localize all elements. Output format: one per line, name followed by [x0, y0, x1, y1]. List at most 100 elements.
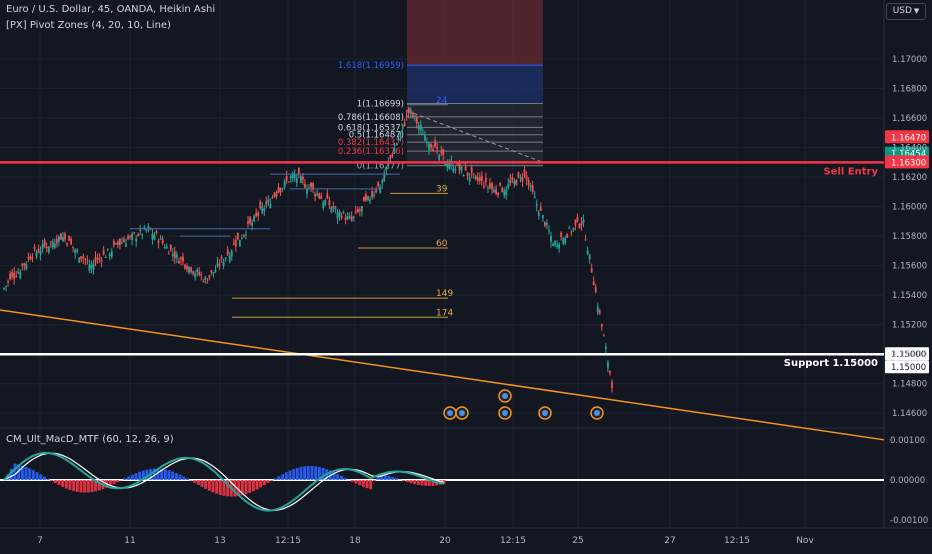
candle-body: [511, 177, 513, 179]
osc-histogram-bar: [54, 480, 57, 483]
candle-body: [564, 238, 566, 243]
price-label-text: 1.16300: [891, 158, 926, 168]
osc-histogram-bar: [219, 480, 222, 495]
candle-body: [440, 152, 442, 153]
osc-histogram-bar: [402, 480, 405, 481]
candle-body: [587, 251, 589, 255]
price-tick: 1.15600: [892, 262, 927, 272]
candle-body: [410, 109, 412, 113]
candle-body: [15, 276, 17, 277]
price-tick: 1.15000: [892, 350, 927, 360]
event-flag-icon: [459, 410, 465, 416]
osc-tick: -0.00100: [890, 516, 928, 526]
candle-body: [19, 272, 21, 278]
candle-body: [318, 193, 320, 198]
candle-body: [5, 286, 7, 287]
candle-body: [341, 216, 343, 218]
candle-body: [355, 211, 357, 212]
candle-body: [160, 238, 162, 240]
candle-body: [379, 187, 381, 193]
candle-body: [339, 211, 341, 217]
osc-histogram-bar: [245, 480, 248, 494]
candle-body: [473, 173, 475, 174]
candle-body: [58, 237, 60, 242]
candle-body: [465, 167, 467, 170]
candle-body: [182, 257, 184, 262]
candle-body: [391, 154, 393, 156]
candle-body: [324, 200, 326, 205]
price-tick: 1.15400: [892, 291, 927, 301]
osc-histogram-bar: [190, 480, 193, 481]
price-label-text: 1.16470: [891, 133, 926, 143]
candle-body: [414, 116, 416, 117]
candle-body: [495, 190, 497, 194]
candle-body: [267, 199, 269, 202]
candle-body: [247, 221, 249, 224]
candle-body: [605, 347, 607, 349]
price-tick: 1.15800: [892, 232, 927, 242]
candle-body: [141, 234, 143, 235]
candle-body: [469, 178, 471, 182]
candle-body: [32, 257, 34, 258]
candle-body: [532, 185, 534, 191]
candle-body: [156, 231, 158, 233]
candle-body: [438, 155, 440, 160]
osc-histogram-bar: [289, 471, 292, 480]
candle-body: [145, 229, 147, 230]
event-flag-icon: [502, 410, 508, 416]
candle-body: [93, 263, 95, 270]
candle-body: [404, 123, 406, 126]
event-flag-icon: [594, 410, 600, 416]
candle-body: [534, 196, 536, 197]
candle-body: [288, 182, 290, 183]
osc-histogram-bar: [270, 480, 273, 481]
osc-histogram-bar: [373, 480, 376, 481]
osc-histogram-bar: [406, 480, 409, 482]
candle-body: [42, 244, 44, 249]
candle-body: [432, 149, 434, 151]
candle-body: [46, 247, 48, 248]
candle-body: [383, 175, 385, 181]
candle-body: [430, 144, 432, 148]
candle-body: [274, 193, 276, 196]
candle-body: [461, 167, 463, 171]
candle-body: [50, 241, 52, 242]
fib-extension-tool[interactable]: 1.618(1.16959)1(1.16699)0.786(1.16608)0.…: [338, 0, 543, 172]
candle-body: [501, 188, 503, 192]
candle-body: [23, 263, 25, 265]
candle-body: [304, 184, 306, 188]
currency-selector[interactable]: USD▼: [886, 3, 926, 20]
candle-body: [123, 239, 125, 243]
candle-body: [363, 197, 365, 201]
candle-body: [471, 168, 473, 173]
candle-body: [497, 193, 499, 195]
candle-body: [538, 212, 540, 216]
time-tick: 7: [37, 536, 43, 546]
candle-body: [540, 207, 542, 211]
candle-body: [278, 187, 280, 192]
osc-histogram-bar: [36, 472, 39, 480]
candle-body: [330, 207, 332, 213]
candle-body: [446, 164, 448, 168]
candle-body: [105, 257, 107, 258]
candle-body: [109, 254, 111, 256]
candle-body: [36, 252, 38, 256]
candle-body: [62, 237, 64, 241]
candle-body: [107, 249, 109, 250]
candle-body: [475, 176, 477, 179]
chevron-down-icon: ▼: [914, 7, 919, 15]
candle-body: [463, 175, 465, 176]
pivot-zone-label: 39: [436, 184, 448, 194]
candle-body: [34, 247, 36, 249]
candle-body: [481, 176, 483, 181]
osc-histogram-bar: [76, 480, 79, 492]
candle-body: [485, 178, 487, 182]
osc-histogram-bar: [201, 480, 204, 487]
candle-body: [524, 169, 526, 176]
osc-histogram-bar: [351, 480, 354, 482]
time-tick: 18: [349, 536, 361, 546]
candle-body: [296, 178, 298, 183]
